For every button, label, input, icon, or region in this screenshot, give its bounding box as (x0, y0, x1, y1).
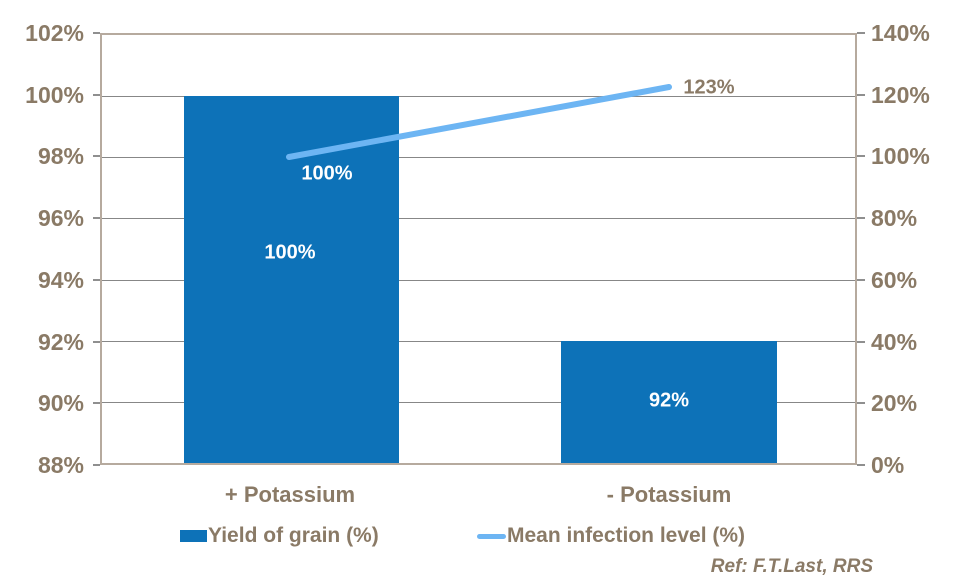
right-axis-tick: 120% (871, 82, 930, 108)
gridline (102, 218, 855, 219)
right-axis-tickmark (857, 279, 865, 281)
right-axis-tickmark (857, 464, 865, 466)
left-axis-tickmark (93, 217, 100, 219)
left-axis-tick: 98% (37, 143, 84, 169)
right-axis-tick: 20% (871, 390, 918, 416)
left-axis-tickmark (93, 341, 100, 343)
gridline (102, 280, 855, 281)
legend-label: Yield of grain (%) (208, 524, 379, 547)
legend-item-infection: Mean infection level (%) (477, 522, 745, 550)
left-axis-tick: 94% (37, 267, 84, 293)
left-axis-tick: 102% (25, 20, 84, 46)
plot-area: 100% 92% 100% 123% (100, 33, 857, 465)
left-axis-tick: 88% (37, 452, 84, 478)
gridline (102, 341, 855, 342)
left-axis-tick: 100% (25, 82, 84, 108)
left-axis-tickmark (93, 32, 100, 34)
right-axis-tickmark (857, 94, 865, 96)
gridline (102, 402, 855, 403)
right-axis-tick: 0% (871, 452, 905, 478)
left-axis-tickmark (93, 464, 100, 466)
legend-label: Mean infection level (%) (507, 524, 746, 547)
left-axis-tickmark (93, 279, 100, 281)
bar-label: 92% (648, 389, 690, 412)
category-label-minus-potassium: - Potassium (606, 482, 732, 507)
legend-line-swatch-icon (477, 533, 506, 539)
line-point-label: 123% (683, 76, 735, 99)
right-axis-tick: 100% (871, 143, 930, 169)
left-axis-tick: 92% (37, 329, 84, 355)
left-axis-tick: 90% (37, 390, 84, 416)
right-axis-tickmark (857, 402, 865, 404)
bar-minus-potassium (561, 341, 777, 463)
category-label-plus-potassium: + Potassium (224, 482, 356, 507)
legend-item-yield: Yield of grain (%) (180, 522, 379, 550)
right-axis-tickmark (857, 32, 865, 34)
left-axis-tickmark (93, 94, 100, 96)
left-axis-tickmark (93, 155, 100, 157)
right-axis-tickmark (857, 155, 865, 157)
right-axis-tickmark (857, 341, 865, 343)
bar-plus-potassium (184, 96, 399, 463)
right-axis-tick: 80% (871, 205, 918, 231)
left-axis-tickmark (93, 402, 100, 404)
footnote-reference: Ref: F.T.Last, RRS (710, 556, 873, 577)
right-axis-tick: 140% (871, 20, 930, 46)
line-point-label: 100% (301, 162, 353, 185)
right-axis-tick: 60% (871, 267, 918, 293)
right-axis-tick: 40% (871, 329, 918, 355)
bar-label: 100% (264, 241, 316, 264)
right-axis-tickmark (857, 217, 865, 219)
left-axis-tick: 96% (37, 205, 84, 231)
legend-bar-swatch-icon (180, 530, 207, 542)
